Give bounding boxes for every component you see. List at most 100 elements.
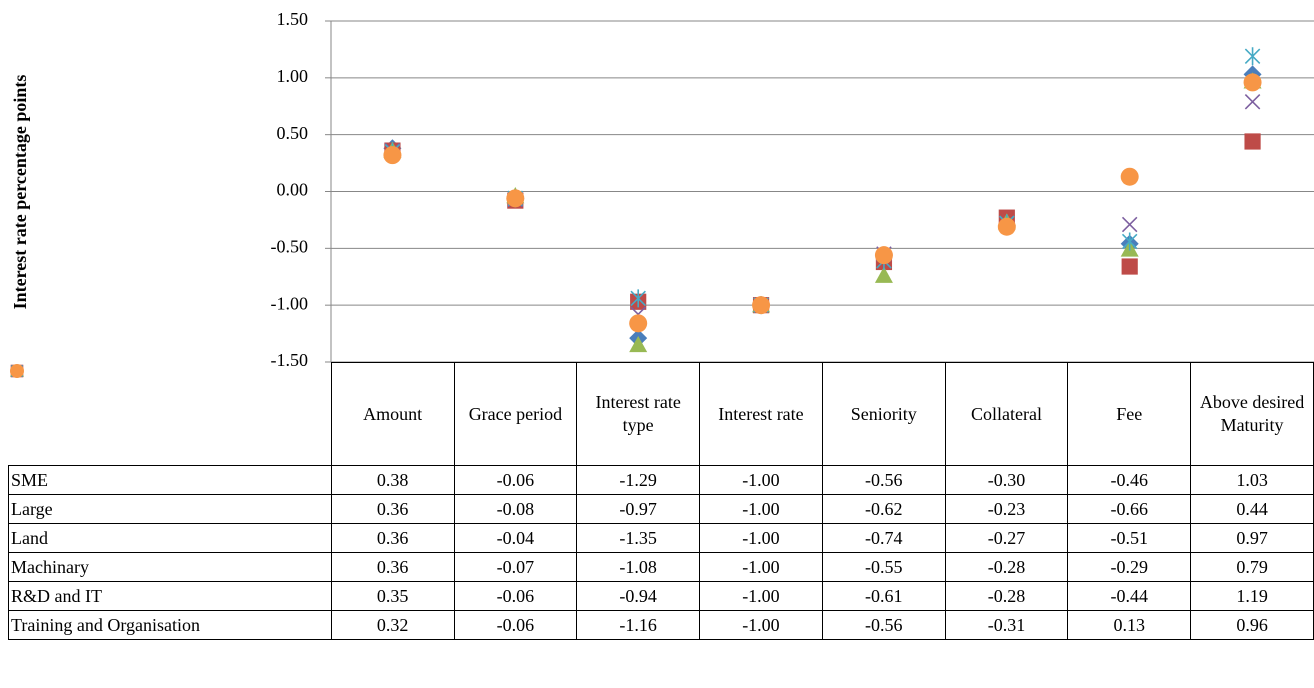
value-cell: -1.00: [699, 610, 823, 640]
value-cell: -0.04: [453, 523, 578, 553]
value-cell: -0.56: [821, 610, 946, 640]
value-cell: -0.44: [1067, 581, 1192, 611]
y-axis-title: Interest rate percentage points: [10, 75, 30, 310]
value-cell: -1.00: [699, 523, 823, 553]
marker: [630, 289, 646, 308]
value-cell: -0.55: [821, 552, 946, 582]
marker: [1121, 258, 1138, 275]
legend-cell: Land: [8, 363, 332, 553]
data-table: Amount Grace period Interest rate type Inte…: [8, 362, 1314, 640]
series-row: Land 0.36 -0.04 -1.35 -1.00 -0.74 -0.27 -0.51 0.…: [8, 363, 1314, 553]
value-cell: -1.00: [699, 494, 823, 524]
category-label: Interest rate type: [576, 362, 701, 466]
category-label: Fee: [1067, 362, 1192, 466]
value-cell: -0.66: [1067, 494, 1192, 524]
value-cell: -0.06: [453, 581, 578, 611]
value-cell: -0.06: [453, 465, 578, 495]
legend-key: [9, 363, 24, 378]
value-cell: 0.36: [330, 552, 455, 582]
series-row: Training and Organisation 0.32 -0.06 -1.16-…: [8, 363, 1314, 640]
value-cell: 0.97: [1190, 523, 1314, 553]
value-cell: -0.06: [453, 610, 578, 640]
legend-cell: Machinary: [8, 364, 332, 582]
value-cell: -0.28: [944, 581, 1069, 611]
legend-key-shape: [9, 363, 24, 378]
y-tick-label: 0.00: [277, 180, 309, 200]
marker: [1244, 47, 1261, 66]
value-cell: -1.35: [576, 523, 701, 553]
category-label: Interest rate: [699, 362, 823, 466]
legend-cell: Large: [8, 364, 332, 524]
marker: [874, 246, 893, 265]
y-tick-label: -0.50: [271, 236, 309, 256]
value-cell: -0.07: [453, 552, 578, 582]
category-label: Above desired Maturity: [1190, 362, 1314, 466]
category-label: Seniority: [821, 362, 946, 466]
value-cell: -0.46: [1067, 465, 1192, 495]
value-cell: -0.61: [821, 581, 946, 611]
marker: [1120, 167, 1139, 186]
value-cell: -0.27: [944, 523, 1069, 553]
value-cell: -0.23: [944, 494, 1069, 524]
value-cell: -0.97: [576, 494, 701, 524]
value-cell: -1.00: [699, 552, 823, 582]
series-row: R&D and IT 0.35 -0.06 -0.94 -1.00 -0.61 -0.28-…: [8, 363, 1314, 611]
marker: [1244, 133, 1261, 150]
value-cell: 0.38: [330, 465, 455, 495]
y-tick-label: 0.50: [277, 123, 309, 143]
value-cell: 0.35: [330, 581, 455, 611]
value-cell: -0.30: [944, 465, 1069, 495]
header-row: Amount Grace period Interest rate type Inte…: [8, 362, 1314, 466]
category-label: Grace period: [453, 362, 578, 466]
legend-label: SME: [11, 469, 49, 490]
legend-label: Training and Organisation: [11, 614, 200, 635]
value-cell: -1.29: [576, 465, 701, 495]
value-cell: 0.36: [330, 494, 455, 524]
value-cell: -0.28: [944, 552, 1069, 582]
marker: [1244, 93, 1261, 110]
series-row: Machinary 0.36 -0.07 -1.08 -1.00 -0.55 -0.28 -0…: [8, 364, 1314, 582]
marker: [629, 314, 648, 333]
value-cell: -0.31: [944, 610, 1069, 640]
marker: [629, 335, 648, 353]
marker: [1243, 73, 1262, 92]
value-cell: 0.32: [330, 610, 455, 640]
value-cell: 1.19: [1190, 581, 1314, 611]
marker: [383, 146, 402, 165]
marker: [874, 266, 893, 283]
marker: [997, 217, 1016, 236]
marker: [1121, 216, 1138, 233]
marker: [506, 189, 525, 208]
series-row: Large 0.36 -0.08 -0.97 -1.00 -0.62 -0.23 -0.66 0…: [8, 364, 1314, 524]
value-cell: 0.44: [1190, 494, 1314, 524]
legend-cell: R&D and IT: [8, 363, 332, 611]
value-cell: -1.00: [699, 465, 823, 495]
legend-cell: SME: [8, 363, 332, 495]
value-cell: -0.74: [821, 523, 946, 553]
legend-label: Large: [11, 498, 53, 519]
value-cell: -0.29: [1067, 552, 1192, 582]
value-cell: -0.08: [453, 494, 578, 524]
value-cell: -1.16: [576, 610, 701, 640]
value-cell: -1.00: [699, 581, 823, 611]
y-tick-label: -1.00: [271, 293, 309, 313]
series-row: SME 0.38 -0.06 -1.29 -1.00 -0.56 -0.30 -0.46 1.0…: [8, 363, 1314, 495]
marker: [752, 296, 771, 315]
y-tick-label: 1.50: [277, 9, 309, 29]
legend-label: R&D and IT: [11, 585, 102, 606]
value-cell: 0.36: [330, 523, 455, 553]
value-cell: 0.96: [1190, 610, 1314, 640]
y-tick-label: 1.00: [277, 66, 309, 86]
marker: [1121, 232, 1138, 251]
category-label: Collateral: [944, 362, 1069, 466]
legend-label: Land: [11, 527, 48, 548]
value-cell: -0.62: [821, 494, 946, 524]
value-cell: -0.56: [821, 465, 946, 495]
value-cell: 0.79: [1190, 552, 1314, 582]
legend-label: Machinary: [11, 556, 89, 577]
corner-cell: [8, 362, 332, 466]
value-cell: 1.03: [1190, 465, 1314, 495]
value-cell: -0.51: [1067, 523, 1192, 553]
value-cell: -0.94: [576, 581, 701, 611]
